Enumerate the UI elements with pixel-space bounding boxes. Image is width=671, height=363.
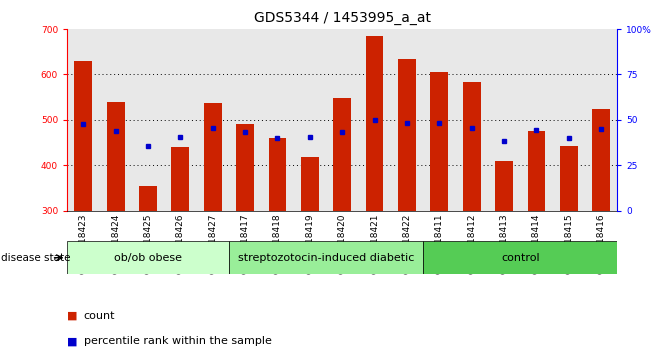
Bar — [527, 131, 546, 211]
Bar — [592, 109, 610, 211]
Text: streptozotocin-induced diabetic: streptozotocin-induced diabetic — [238, 253, 414, 263]
Text: disease state: disease state — [1, 253, 70, 263]
Text: ■: ■ — [67, 311, 78, 321]
Bar — [366, 36, 383, 211]
Bar — [236, 124, 254, 211]
Text: count: count — [84, 311, 115, 321]
Bar — [398, 58, 416, 211]
Bar — [495, 160, 513, 211]
Bar — [463, 82, 480, 211]
Bar — [301, 157, 319, 211]
Bar — [560, 146, 578, 211]
Bar — [268, 138, 287, 211]
Text: percentile rank within the sample: percentile rank within the sample — [84, 336, 272, 346]
Bar — [67, 241, 229, 274]
Text: control: control — [501, 253, 539, 263]
Bar — [423, 241, 617, 274]
Text: ob/ob obese: ob/ob obese — [114, 253, 182, 263]
Bar — [107, 102, 125, 211]
Bar — [430, 72, 448, 211]
Bar — [229, 241, 423, 274]
Text: ■: ■ — [67, 336, 78, 346]
Bar — [333, 98, 351, 211]
Title: GDS5344 / 1453995_a_at: GDS5344 / 1453995_a_at — [254, 11, 431, 25]
Bar — [139, 185, 157, 211]
Bar — [74, 61, 92, 211]
Bar — [204, 103, 221, 211]
Bar — [172, 147, 189, 211]
